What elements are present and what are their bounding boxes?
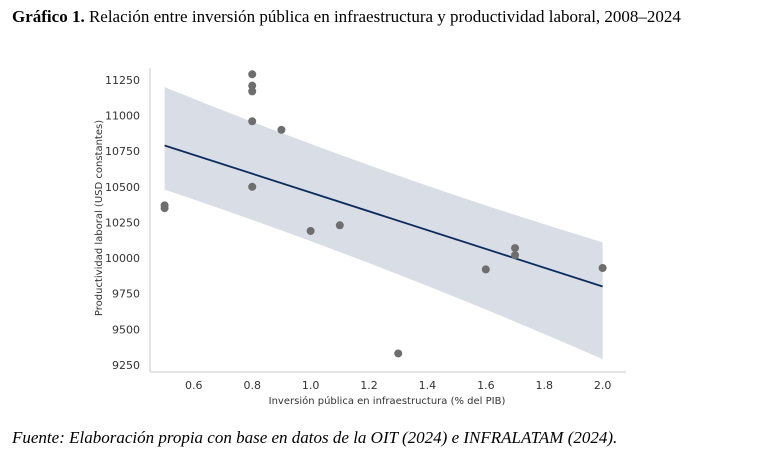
- data-point: [248, 87, 257, 96]
- data-points: [160, 70, 607, 358]
- data-point: [248, 70, 257, 79]
- y-tick-label: 9250: [112, 359, 140, 372]
- y-tick-label: 11250: [105, 74, 140, 87]
- x-tick-label: 1.4: [419, 379, 437, 392]
- data-point: [306, 226, 315, 235]
- confidence-band-layer: [164, 87, 603, 360]
- y-tick-label: 11000: [105, 110, 140, 123]
- y-tick-label: 10250: [105, 216, 140, 229]
- axes: [149, 68, 626, 373]
- data-point: [511, 244, 520, 253]
- y-tick-label: 10000: [105, 252, 140, 265]
- tick-labels: 0.6 0.8 1.0 1.2 1.4 1.6 1.8 2.0 9250 9500 9750 1000…: [105, 74, 611, 392]
- y-tick-label: 10500: [105, 181, 140, 194]
- x-tick-label: 1.6: [477, 379, 495, 392]
- data-point: [394, 349, 403, 358]
- data-point: [277, 125, 286, 134]
- x-tick-label: 0.6: [185, 379, 203, 392]
- figure-caption: Gráfico 1. Relación entre inversión públ…: [12, 4, 762, 29]
- data-point: [511, 251, 520, 260]
- figure-source: Fuente: Elaboración propia con base en d…: [12, 428, 618, 447]
- x-tick-label: 1.2: [360, 379, 378, 392]
- caption-text: Relación entre inversión pública en infr…: [84, 7, 681, 26]
- x-tick-label: 0.8: [243, 379, 261, 392]
- confidence-band: [164, 87, 603, 360]
- data-point: [248, 182, 257, 191]
- data-point: [335, 221, 344, 230]
- x-tick-label: 2.0: [594, 379, 612, 392]
- y-tick-label: 10750: [105, 145, 140, 158]
- data-point: [160, 204, 169, 213]
- y-tick-label: 9500: [112, 323, 140, 336]
- x-tick-label: 1.0: [302, 379, 320, 392]
- data-point: [248, 117, 257, 126]
- y-axis-label: Productividad laboral (USD constantes): [94, 120, 105, 316]
- x-axis-label: Inversión pública en infraestructura (% …: [269, 395, 506, 407]
- data-point: [248, 81, 257, 90]
- caption-prefix: Gráfico 1.: [12, 7, 85, 26]
- data-point: [598, 264, 607, 273]
- y-tick-label: 9750: [112, 288, 140, 301]
- regression-line: [164, 144, 603, 288]
- data-point: [481, 265, 490, 274]
- regression-line-layer: [164, 144, 603, 288]
- x-tick-label: 1.8: [535, 379, 553, 392]
